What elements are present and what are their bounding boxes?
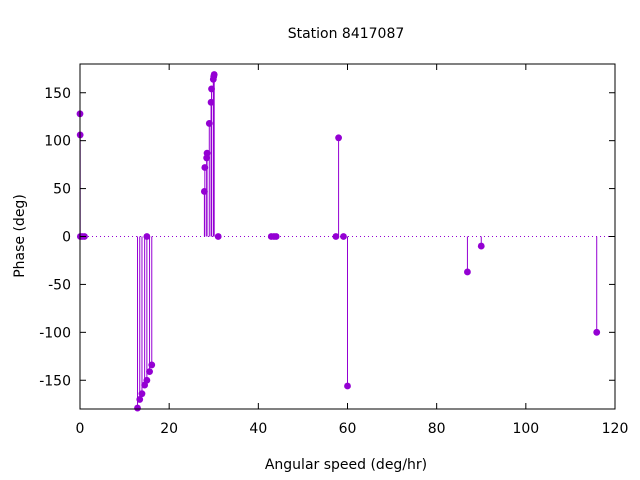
y-tick-label-0: 0 [62, 230, 71, 246]
data-point-5 [134, 404, 141, 412]
x-tick-label-60: 60 [339, 421, 357, 437]
y-tick-label--50: -50 [48, 277, 71, 293]
x-tick-label-20: 20 [160, 421, 178, 437]
y-tick-label-100: 100 [44, 134, 71, 150]
y-tick-label--150: -150 [39, 373, 71, 389]
x-axis: 0 20 40 60 80 100 120 [76, 64, 629, 437]
data-point-14 [201, 164, 209, 171]
data-point-9 [143, 233, 151, 240]
data-point-19 [208, 85, 215, 93]
y-tick-label-50: 50 [53, 182, 71, 198]
x-axis-label: Angular speed (deg/hr) [265, 457, 427, 473]
data-point-27 [332, 233, 340, 240]
y-tick-label-150: 150 [44, 86, 71, 102]
data-point-7 [138, 390, 146, 398]
data-point-28 [335, 134, 342, 142]
x-tick-label-120: 120 [602, 421, 629, 437]
x-tick-label-80: 80 [428, 421, 446, 437]
chart-title: Station 8417087 [288, 26, 405, 42]
stems-layer [79, 74, 598, 409]
data-point-31 [464, 268, 471, 276]
data-point-30 [344, 382, 351, 390]
data-point-33 [593, 328, 601, 336]
y-axis-label: Phase (deg) [12, 194, 28, 278]
data-point-11 [146, 368, 153, 376]
data-point-17 [205, 120, 213, 127]
x-tick-label-0: 0 [76, 421, 85, 437]
data-point-6 [136, 396, 144, 403]
y-tick-label--100: -100 [39, 325, 71, 341]
data-point-32 [477, 242, 485, 250]
data-point-18 [207, 98, 215, 106]
data-point-16 [203, 149, 211, 157]
data-point-23 [214, 233, 222, 240]
data-point-22 [210, 71, 218, 78]
x-tick-label-40: 40 [249, 421, 267, 437]
data-point-12 [148, 361, 156, 369]
data-point-26 [272, 233, 280, 240]
points-layer [76, 71, 601, 412]
x-tick-label-100: 100 [512, 421, 539, 437]
data-point-13 [200, 188, 208, 195]
data-point-29 [340, 233, 347, 240]
y-axis: -150 -100 -50 0 50 100 150 [39, 86, 615, 389]
data-point-10 [143, 376, 151, 384]
